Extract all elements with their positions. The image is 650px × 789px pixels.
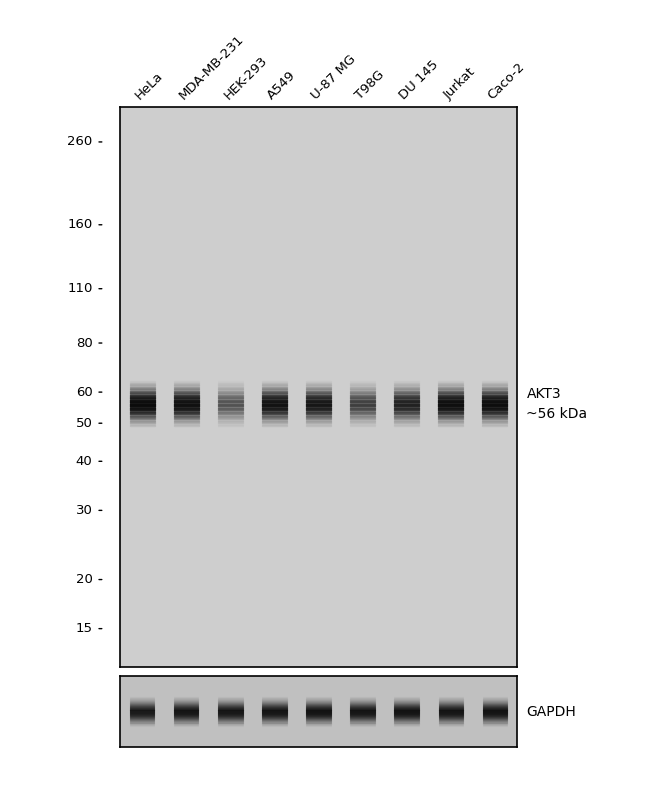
Text: AKT3: AKT3 <box>526 387 561 402</box>
Text: 110: 110 <box>67 282 92 295</box>
Text: GAPDH: GAPDH <box>526 705 577 719</box>
Text: 160: 160 <box>68 219 92 231</box>
Text: HeLa: HeLa <box>133 69 166 103</box>
Text: 80: 80 <box>76 337 92 350</box>
Text: HEK-293: HEK-293 <box>221 54 270 103</box>
Text: MDA-MB-231: MDA-MB-231 <box>177 32 247 103</box>
Text: 15: 15 <box>75 623 92 635</box>
Text: 30: 30 <box>75 504 92 517</box>
Text: U-87 MG: U-87 MG <box>309 53 359 103</box>
Text: 50: 50 <box>75 417 92 430</box>
Text: ~56 kDa: ~56 kDa <box>526 407 588 421</box>
Text: 20: 20 <box>75 573 92 586</box>
Text: 60: 60 <box>76 386 92 398</box>
Text: Jurkat: Jurkat <box>441 65 478 103</box>
Text: 40: 40 <box>76 454 92 468</box>
Text: 260: 260 <box>68 136 92 148</box>
Text: DU 145: DU 145 <box>397 58 441 103</box>
Text: T98G: T98G <box>354 69 387 103</box>
Text: Caco-2: Caco-2 <box>486 61 528 103</box>
Text: A549: A549 <box>265 69 299 103</box>
